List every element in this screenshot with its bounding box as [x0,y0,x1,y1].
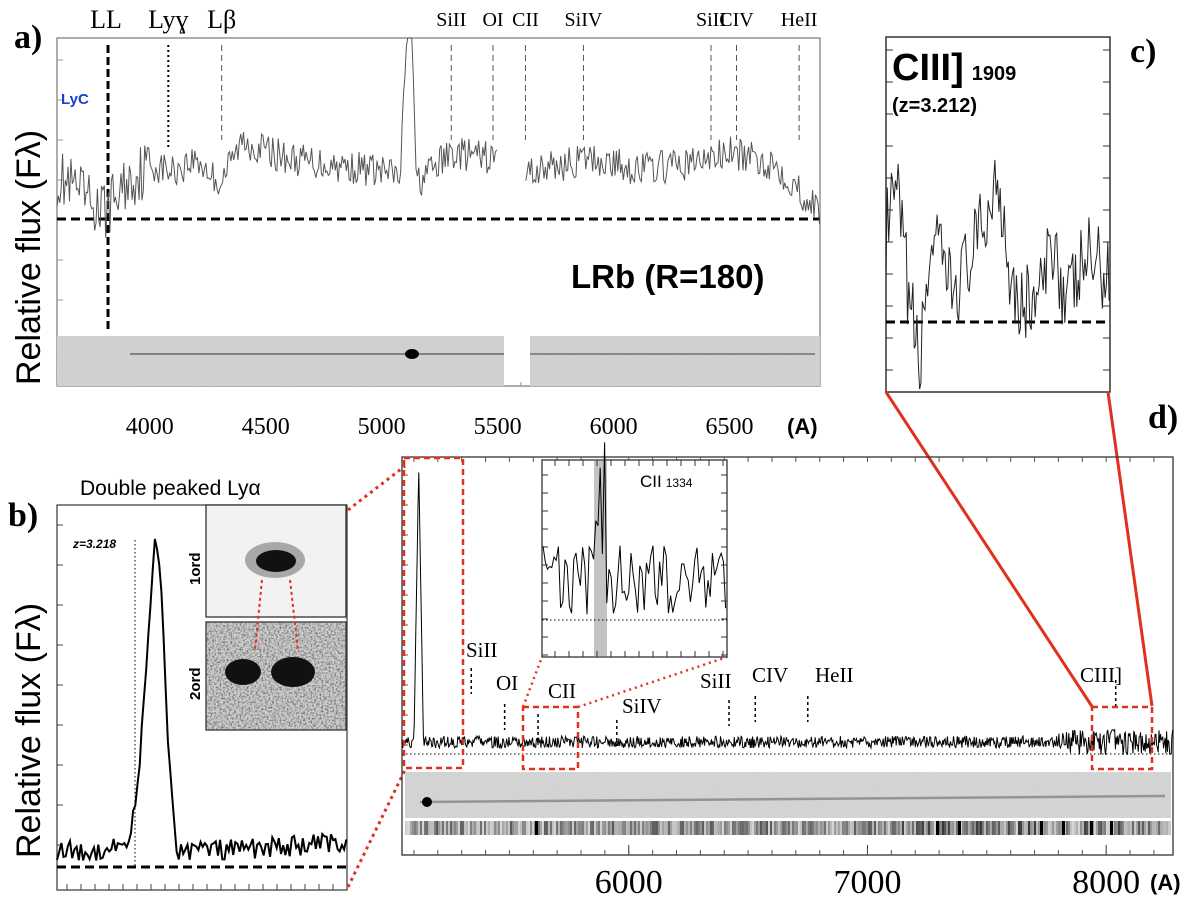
y-axis-label-a: Relative flux (Fλ) [10,130,48,385]
spectrum-line-d [401,472,1174,756]
line-label-d: CIII] [1080,663,1122,687]
line-markers-d: SiII OI CII SiIV SiII CIV HeII CIII] [466,638,1122,746]
plot-frame-d [401,456,1174,856]
redshift-c: (z=3.212) [892,95,977,117]
stamp-2ord [205,621,347,731]
x-tick-label-a: 5500 [474,414,522,440]
x-unit-d: (A) [1150,870,1181,895]
plot-frame-a [56,37,821,387]
cii-inset: CII 1334 [541,442,728,658]
x-tick-label-a: 4500 [242,414,290,440]
line-label-a: LL [90,5,122,34]
plot-frame-c [885,36,1111,393]
stamp-label-1ord: 1ord [187,552,204,585]
panel-label-c: c) [1130,33,1156,70]
cii-zoom-box [521,705,580,771]
ciii-zoom-box [1090,705,1154,771]
line-label-d: SiII [700,669,732,693]
y-axis-label-b: Relative flux (Fλ) [10,603,48,858]
panel-label-a: a) [14,19,42,56]
line-label-a: SiIV [565,9,603,31]
line-label-a: HeII [781,9,818,31]
panel-label-b: b) [8,497,38,534]
panel-d: 6000 7000 8000 SiII OI CII SiIV SiII CIV HeII CII… [401,442,1181,901]
2d-spectrum-d [405,772,1171,835]
line-label-a: SiII [696,9,726,31]
line-label-d: OI [496,671,518,695]
x-tick-label-a: 6500 [706,414,754,440]
ciii-title: CIII] 1909 [892,47,1016,89]
line-label-d: SiIV [622,694,662,718]
line-label-a: Lyɣ [148,5,188,34]
ticks-b [57,524,334,890]
x-tick-label-d: 6000 [595,864,663,901]
zoom-line-b-bottom [346,769,407,888]
lyc-label: LyC [61,91,89,108]
panel-label-d: d) [1148,399,1178,436]
plot-frame-b [56,504,348,891]
line-label-a: CII [512,9,539,31]
stamp-label-2ord: 2ord [187,667,204,700]
line-label-d: CIV [752,663,788,687]
line-label-a: CIV [719,9,754,31]
line-label-d: CII [548,679,576,703]
inset-label: CII 1334 [640,472,693,491]
spectrum-line-b [56,538,348,862]
2d-spectrum-a [57,336,820,386]
lya-title: Double peaked Lyα [80,477,261,500]
x-tick-label-a: 6000 [590,414,638,440]
spectrum-line-c [885,159,1110,390]
x-tick-label-a: 5000 [358,414,406,440]
zoom-line-left [884,391,1095,709]
line-label-a: SiII [436,9,466,31]
zoom-line-b-top [347,464,406,512]
panel-c: c) CIII] 1909 (z=3.212) [885,33,1156,393]
panel-b: b) Relative flux (Fλ) Double peaked Lyα … [8,477,348,891]
zoom-line-right [1106,391,1154,707]
line-label-d: SiII [466,638,498,662]
stamp-1ord [205,504,347,618]
x-tick-label-a: 4000 [126,414,174,440]
x-ticks-a: 4000 4500 5000 5500 6000 6500 [57,59,800,440]
line-label-d: HeII [815,663,853,687]
x-tick-label-d: 8000 [1072,864,1140,901]
x-unit-a: (A) [787,414,818,439]
x-tick-label-d: 7000 [833,864,901,901]
spectrum-line-a [56,37,820,238]
redshift-b: z=3.218 [72,537,116,551]
lya-zoom-box [402,456,465,770]
panel-a: a) Relative flux (Fλ) 4000 4500 5000 5500 60… [10,5,821,440]
line-label-a: OI [482,9,503,31]
resolution-annotation: LRb (R=180) [571,258,764,295]
line-label-a: Lβ [207,5,236,34]
ticks-c [886,49,1110,371]
